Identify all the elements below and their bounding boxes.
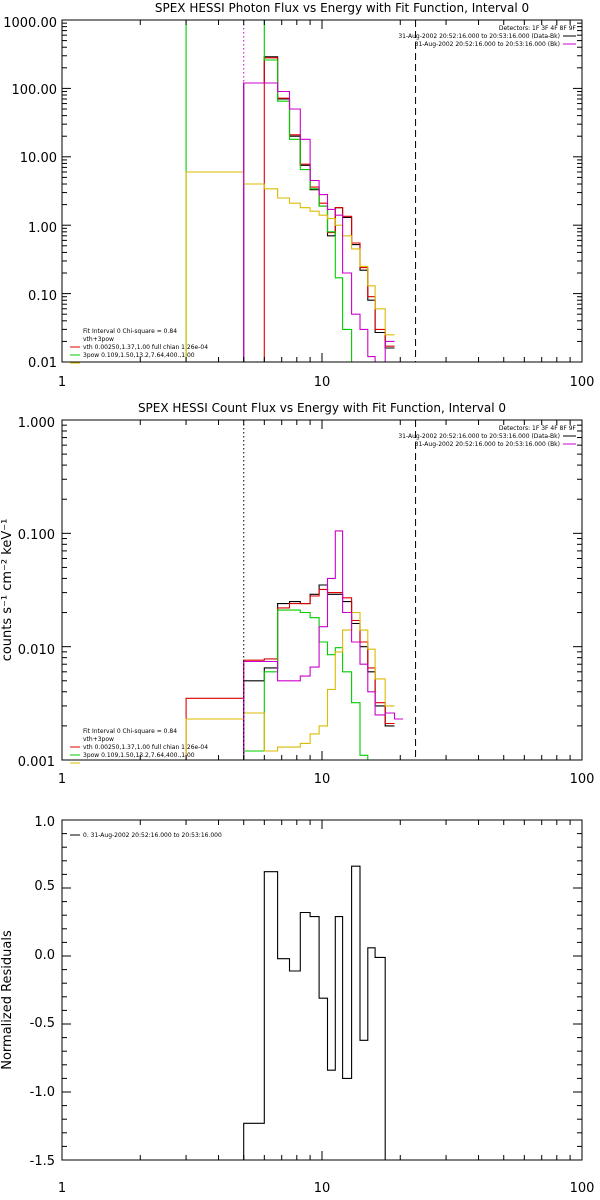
photon-ytick-3: 10.00 <box>20 151 57 166</box>
residuals-series-0 <box>243 865 395 1160</box>
residuals-xtick-10: 10 <box>314 1181 331 1196</box>
count-legend-left-0: Fit Interval 0 Chi-square = 0.84 <box>83 728 177 735</box>
residuals-legend: 0. 31-Aug-2002 20:52:16.000 to 20:53:16.… <box>83 832 222 839</box>
photon-xtick-1: 1 <box>58 375 66 390</box>
count-series-3 <box>185 611 395 760</box>
photon-series-4 <box>243 82 395 362</box>
photon-detector-label: Detectors: 1F 3F 4F 8F 9F <box>499 25 577 32</box>
count-legend-left-1: vth+3pow <box>83 736 114 743</box>
count-flux-title: SPEX HESSI Count Flux vs Energy with Fit… <box>138 401 506 415</box>
photon-ticks <box>61 19 582 363</box>
count-legend-right-0: 31-Aug-2002 20:52:16.000 to 20:53:16.000… <box>398 433 560 440</box>
residuals-ytick-3: 0.0 <box>34 948 55 963</box>
photon-flux-panel: SPEX HESSI Photon Flux vs Energy with Fi… <box>3 1 594 390</box>
count-xtick-100: 100 <box>570 772 595 787</box>
photon-xtick-10: 10 <box>314 375 331 390</box>
photon-ytick-0: 0.01 <box>28 356 57 371</box>
residuals-ytick-1: -1.0 <box>30 1085 55 1100</box>
photon-series-3 <box>185 171 395 362</box>
photon-xtick-100: 100 <box>570 375 595 390</box>
count-legend-left-3: 3pow 0.109,1.50,13.2,7.64,400.,1.00 <box>83 752 195 759</box>
count-xtick-10: 10 <box>314 772 331 787</box>
count-xtick-1: 1 <box>58 772 66 787</box>
photon-series-0 <box>243 56 395 362</box>
residuals-ytick-4: 0.5 <box>34 879 55 894</box>
count-ytick-0: 0.001 <box>18 755 55 770</box>
count-y-axis-label: counts s⁻¹ cm⁻² keV⁻¹ <box>0 519 15 662</box>
photon-legend-right-1: 31-Aug-2002 20:52:16.000 to 20:53:16.000… <box>415 41 560 48</box>
residuals-axes-frame <box>61 819 583 1161</box>
count-ytick-3: 1.000 <box>18 416 55 431</box>
photon-ytick-1: 0.10 <box>28 289 57 304</box>
count-series-4 <box>243 530 404 760</box>
count-series-2 <box>243 609 376 760</box>
residuals-ytick-0: -1.5 <box>30 1154 55 1169</box>
photon-series-2 <box>185 20 368 362</box>
residuals-ytick-5: 1.0 <box>34 815 55 830</box>
photon-axes-frame <box>61 19 583 363</box>
photon-legend-left-3: 3pow 0.109,1.50,13.2,7.64,400.,1.00 <box>83 352 195 359</box>
count-ticks <box>61 419 582 761</box>
count-axes-frame <box>61 419 583 761</box>
residuals-ytick-2: -0.5 <box>30 1016 55 1031</box>
count-ytick-1: 0.010 <box>18 643 55 658</box>
photon-legend-left-1: vth+3pow <box>83 336 114 343</box>
photon-ytick-2: 1.00 <box>28 221 57 236</box>
count-flux-panel: SPEX HESSI Count Flux vs Energy with Fit… <box>0 401 594 787</box>
residuals-panel: Normalized Residuals 0. 31-Aug-2002 20:5… <box>0 815 594 1196</box>
count-series-1 <box>185 588 395 760</box>
residuals-ticks <box>61 819 582 1161</box>
residuals-xtick-100: 100 <box>570 1181 595 1196</box>
photon-legend-left-2: vth 0.00250,1.37,1.00 full chian 1.26e-0… <box>83 344 208 351</box>
photon-flux-title: SPEX HESSI Photon Flux vs Energy with Fi… <box>155 1 529 15</box>
count-ytick-2: 0.100 <box>18 528 55 543</box>
count-detector-label: Detectors: 1F 3F 4F 8F 9F <box>499 425 577 432</box>
photon-ytick-4: 100.00 <box>12 83 58 98</box>
photon-legend-right-0: 31-Aug-2002 20:52:16.000 to 20:53:16.000… <box>398 33 560 40</box>
residuals-y-axis-label: Normalized Residuals <box>0 930 15 1070</box>
photon-legend-left-0: Fit Interval 0 Chi-square = 0.84 <box>83 328 177 335</box>
count-legend-right-1: 31-Aug-2002 20:52:16.000 to 20:53:16.000… <box>415 441 560 448</box>
count-legend-left-2: vth 0.00250,1.37,1.00 full chian 1.26e-0… <box>83 744 208 751</box>
photon-ytick-5: 1000.00 <box>3 16 57 31</box>
residuals-xtick-1: 1 <box>58 1181 66 1196</box>
